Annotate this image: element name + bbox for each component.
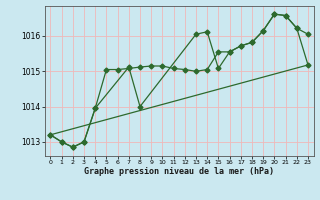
X-axis label: Graphe pression niveau de la mer (hPa): Graphe pression niveau de la mer (hPa) (84, 167, 274, 176)
